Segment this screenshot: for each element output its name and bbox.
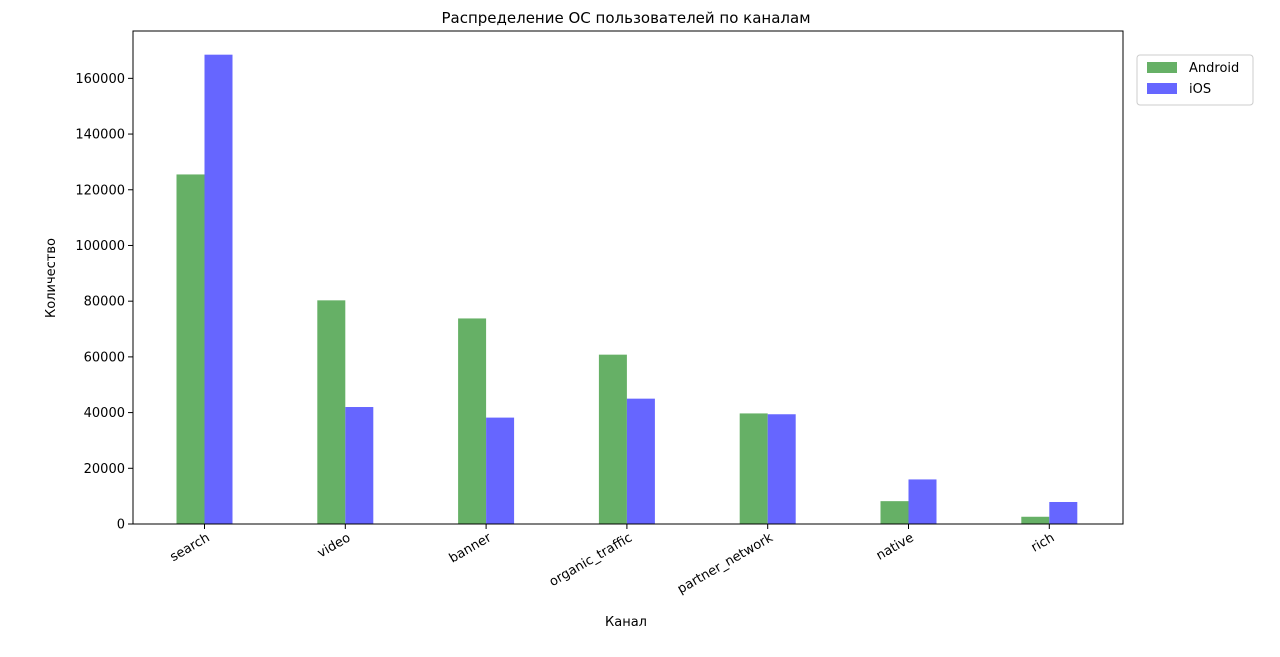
x-tick-label-rich: rich xyxy=(1029,530,1058,555)
y-tick-label: 100000 xyxy=(75,239,125,254)
x-axis: search video banner organic_traffic partner_… xyxy=(168,524,1058,597)
bar-ios-organic_traffic xyxy=(626,398,655,524)
chart-title: Распределение ОС пользователей по канала… xyxy=(441,9,810,27)
bar-ios-partner_network xyxy=(767,414,796,524)
y-axis-label: Количество xyxy=(44,238,59,318)
bar-android-banner xyxy=(458,318,487,524)
bar-ios-search xyxy=(204,54,233,524)
x-tick-label-partner_network: partner_network xyxy=(675,530,776,597)
x-tick-label-organic_traffic: organic_traffic xyxy=(547,530,635,589)
x-axis-label: Канал xyxy=(605,615,647,630)
legend-swatch-ios xyxy=(1147,83,1177,94)
bar-ios-video xyxy=(345,407,374,524)
x-tick-label-banner: banner xyxy=(447,530,495,566)
bar-android-search xyxy=(176,174,205,525)
y-tick-label: 80000 xyxy=(84,295,125,310)
bar-android-video xyxy=(317,300,346,524)
legend-swatch-android xyxy=(1147,62,1177,73)
legend-label-ios: iOS xyxy=(1189,82,1211,97)
bar-android-partner_network xyxy=(739,413,768,524)
x-tick-label-video: video xyxy=(315,530,353,561)
bar-android-rich xyxy=(1021,516,1050,524)
bars-group xyxy=(176,54,1078,525)
bar-ios-rich xyxy=(1049,501,1078,524)
y-axis: 0 20000 40000 60000 80000 100000 120000 140000 1… xyxy=(75,72,133,533)
x-tick-label-search: search xyxy=(168,530,213,565)
x-tick-label-native: native xyxy=(874,530,917,563)
y-tick-label: 60000 xyxy=(84,350,125,365)
bar-ios-native xyxy=(908,479,937,524)
y-tick-label: 20000 xyxy=(84,462,125,477)
y-tick-label: 120000 xyxy=(75,183,125,198)
y-tick-label: 140000 xyxy=(75,128,125,143)
bar-ios-banner xyxy=(486,417,515,524)
plot-frame xyxy=(132,30,1124,525)
y-tick-label: 0 xyxy=(117,518,125,533)
y-tick-label: 40000 xyxy=(84,406,125,421)
legend: Android iOS xyxy=(1136,54,1254,106)
bar-android-native xyxy=(880,501,909,524)
y-tick-label: 160000 xyxy=(75,72,125,87)
bar-android-organic_traffic xyxy=(598,354,627,524)
legend-label-android: Android xyxy=(1189,61,1239,76)
